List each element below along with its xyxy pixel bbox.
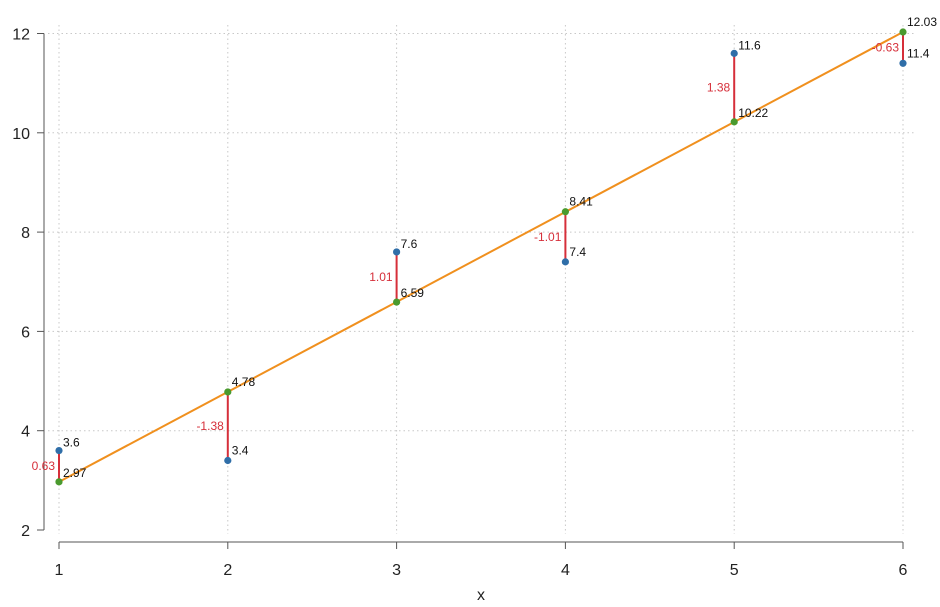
fit-line-group — [58, 31, 904, 483]
point-labels: 3.6 2.97 0.63 3.4 4.78 -1.38 7.6 6.59 1.01 7.4 8.4… — [32, 15, 938, 480]
observed-point — [730, 49, 738, 57]
x-tick-label: 1 — [55, 562, 64, 579]
residual-value-label: 0.63 — [32, 459, 56, 473]
fitted-point — [561, 208, 570, 216]
residual-value-label: -1.01 — [534, 230, 562, 244]
fitted-value-label: 12.03 — [907, 15, 937, 29]
y-tick-label: 8 — [21, 225, 30, 242]
grid-lines — [48, 25, 915, 534]
fitted-value-label: 10.22 — [738, 106, 768, 120]
observed-point — [899, 59, 907, 67]
fit-line — [58, 31, 904, 483]
y-tick-label: 10 — [12, 126, 30, 143]
fitted-point — [55, 478, 63, 486]
observed-value-label: 11.4 — [907, 46, 930, 60]
residual-segments — [58, 32, 904, 482]
observed-value-label: 7.6 — [401, 237, 418, 251]
observed-value-label: 11.6 — [738, 38, 761, 52]
fitted-point — [224, 388, 232, 396]
observed-value-label: 3.4 — [232, 443, 249, 457]
fitted-point — [730, 118, 738, 126]
x-tick-label: 3 — [392, 562, 401, 579]
observed-value-label: 3.6 — [63, 436, 80, 450]
residual-value-label: 1.38 — [707, 81, 731, 95]
observed-point — [561, 258, 570, 266]
fitted-value-label: 4.78 — [232, 375, 256, 389]
x-tick-label: 6 — [899, 562, 908, 579]
residual-value-label: -0.63 — [872, 41, 900, 55]
y-tick-label: 2 — [21, 523, 30, 540]
y-tick-label: 6 — [21, 324, 30, 341]
y-tick-label: 4 — [21, 424, 30, 441]
observed-point — [224, 456, 232, 465]
x-tick-label: 4 — [561, 562, 570, 579]
axes — [43, 33, 903, 543]
y-tick-label: 12 — [12, 27, 30, 44]
x-axis-title: x — [477, 587, 485, 604]
fitted-point — [899, 28, 907, 36]
observed-point — [393, 248, 401, 256]
x-tick-label: 5 — [730, 562, 739, 579]
fitted-point — [393, 298, 401, 306]
fitted-value-label: 6.59 — [401, 286, 425, 300]
data-points — [55, 28, 907, 486]
observed-value-label: 7.4 — [569, 245, 586, 259]
observed-point — [55, 446, 63, 455]
fitted-value-label: 8.41 — [569, 195, 593, 209]
fitted-value-label: 2.97 — [63, 466, 87, 480]
residual-value-label: 1.01 — [369, 270, 393, 284]
x-tick-label: 2 — [223, 562, 232, 579]
residual-value-label: -1.38 — [196, 419, 224, 433]
